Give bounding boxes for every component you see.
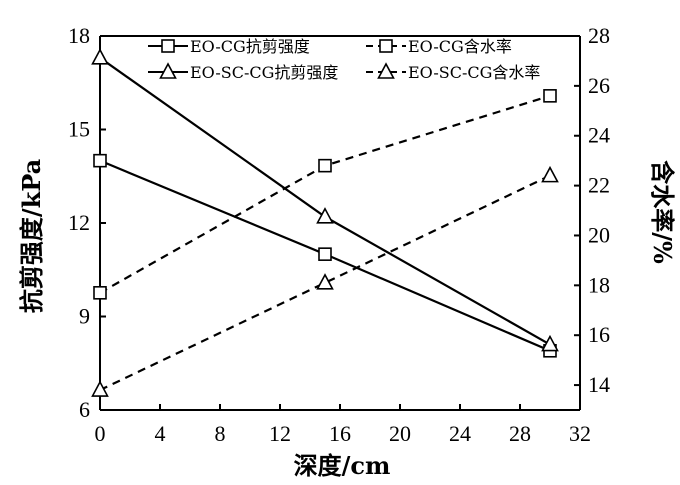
y-left-tick-label: 15 bbox=[68, 117, 90, 142]
series-2 bbox=[93, 89, 557, 300]
y-right-tick-label: 22 bbox=[588, 173, 610, 198]
legend-swatch-marker bbox=[159, 62, 177, 79]
data-point-marker bbox=[316, 207, 334, 224]
legend-swatch-marker bbox=[161, 39, 175, 53]
data-point-marker bbox=[318, 158, 332, 173]
x-tick-label: 20 bbox=[389, 421, 411, 446]
data-point-marker bbox=[93, 286, 107, 300]
y-right-tick-label: 20 bbox=[588, 222, 610, 247]
legend-entry-2: EO-CG含水率 bbox=[366, 37, 512, 56]
y-left-tick-label: 12 bbox=[68, 210, 90, 235]
legend-entry-4: EO-SC-CG含水率 bbox=[366, 62, 540, 82]
x-tick-label: 24 bbox=[449, 421, 471, 446]
data-point-marker bbox=[316, 273, 334, 290]
legend-label: EO-SC-CG含水率 bbox=[408, 63, 540, 82]
series-layer bbox=[91, 48, 559, 397]
legend-label: EO-SC-CG抗剪强度 bbox=[190, 63, 338, 82]
y-right-tick-label: 24 bbox=[588, 123, 610, 148]
data-point-marker bbox=[93, 153, 107, 168]
x-tick-label: 16 bbox=[329, 421, 351, 446]
y-right-tick-label: 26 bbox=[588, 73, 610, 98]
legend-label: EO-CG含水率 bbox=[408, 37, 512, 56]
x-tick-label: 32 bbox=[569, 421, 591, 446]
series-3 bbox=[91, 48, 559, 352]
y-left-tick-label: 18 bbox=[68, 23, 90, 48]
series-line bbox=[99, 94, 551, 294]
series-line bbox=[99, 56, 551, 346]
series-1 bbox=[93, 153, 557, 358]
legend-swatch-marker bbox=[377, 62, 395, 79]
x-tick-label: 28 bbox=[509, 421, 531, 446]
y-axis-left-title: 抗剪强度/kPa bbox=[17, 159, 46, 313]
x-tick-label: 8 bbox=[215, 421, 226, 446]
y-left-tick-label: 6 bbox=[79, 397, 90, 422]
data-point-marker bbox=[91, 380, 109, 397]
data-point-marker bbox=[541, 165, 559, 183]
y-left-tick-label: 9 bbox=[79, 304, 90, 329]
y-right-tick-label: 14 bbox=[588, 372, 610, 397]
data-point-marker bbox=[91, 48, 109, 65]
x-tick-label: 12 bbox=[269, 421, 291, 446]
data-point-marker bbox=[541, 334, 559, 352]
axes: 0 4 8 12 16 20 24 28 32 6 9 12 15 18 14 16 18 20 22 24 26 28 bbox=[68, 23, 610, 446]
series-4 bbox=[91, 165, 559, 397]
data-point-marker bbox=[543, 89, 557, 103]
legend-swatch-marker bbox=[379, 39, 393, 53]
y-right-tick-label: 28 bbox=[588, 23, 610, 48]
legend-label: EO-CG抗剪强度 bbox=[190, 37, 310, 56]
y-axis-right-title: 含水率/% bbox=[648, 160, 677, 264]
legend-entry-3: EO-SC-CG抗剪强度 bbox=[148, 62, 338, 82]
legend: EO-CG抗剪强度 EO-CG含水率 EO-SC-CG抗剪强度 EO-SC-CG含水率 bbox=[148, 37, 540, 82]
x-axis-title: 深度/cm bbox=[294, 451, 391, 480]
y-right-tick-label: 18 bbox=[588, 272, 610, 297]
legend-entry-1: EO-CG抗剪强度 bbox=[148, 37, 310, 56]
x-tick-label: 4 bbox=[155, 421, 166, 446]
x-tick-label: 0 bbox=[95, 421, 106, 446]
data-point-marker bbox=[318, 247, 332, 261]
y-right-tick-label: 16 bbox=[588, 322, 610, 347]
